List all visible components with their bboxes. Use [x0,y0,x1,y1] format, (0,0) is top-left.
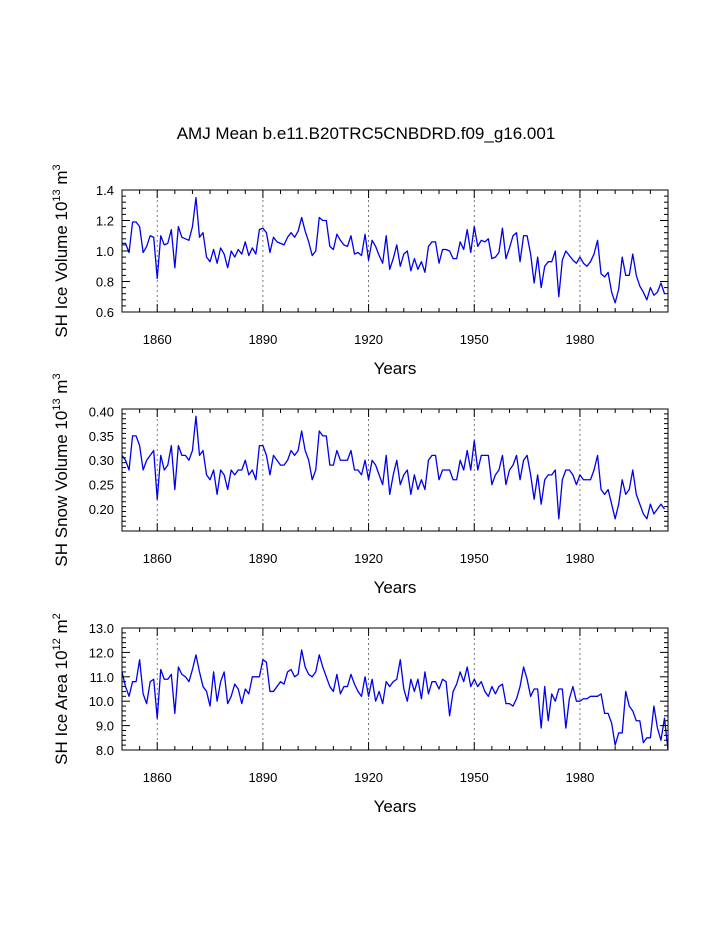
x-tick-label: 1890 [248,770,277,785]
x-tick-label: 1950 [460,551,489,566]
x-axis-label: Years [374,797,417,816]
y-axis-label-base: 10 [52,411,71,430]
y-axis-label-base: 10 [52,650,71,669]
x-tick-label: 1920 [354,551,383,566]
x-tick-label: 1860 [143,551,172,566]
y-tick-label: 13.0 [89,621,114,636]
y-axis-label-name: SH Ice Volume [52,221,71,338]
x-axis-label: Years [374,578,417,597]
figure-title: AMJ Mean b.e11.B20TRC5CNBDRD.f09_g16.001 [177,124,556,143]
series-line [122,196,666,304]
x-tick-label: 1950 [460,332,489,347]
y-tick-label: 10.0 [89,694,114,709]
y-axis-label-unit-exp: 3 [51,164,63,170]
y-axis-label-unit-exp: 3 [51,373,63,379]
y-tick-label: 0.6 [96,305,114,320]
y-axis-label-base: 10 [52,202,71,221]
x-tick-label: 1980 [565,332,594,347]
panel-3: 1860 1890 1920 1950 1980 8.0 9.0 10.0 11.0 12.0 13… [51,613,669,816]
y-tick-label: 1.2 [96,214,114,229]
y-tick-label: 0.25 [89,478,114,493]
x-tick-label: 1890 [248,551,277,566]
y-tick-label: 8.0 [96,743,114,758]
y-axis-label-exp: 13 [51,189,63,201]
x-tick-label: 1920 [354,332,383,347]
plot-frame [121,627,669,751]
y-tick-label: 12.0 [89,645,114,660]
panel-2: 1860 1890 1920 1950 1980 0.20 0.25 0.30 0.35 0.40… [51,373,669,597]
y-axis-label-name: SH Ice Area [52,669,71,764]
panels-group: 1860 1890 1920 1950 1980 0.6 0.8 1.0 1.2 1.4 Years… [51,164,669,816]
y-axis-label: SH Snow Volume 1013 m3 [51,373,71,566]
y-axis-label-exp: 13 [51,398,63,410]
y-axis-label: SH Ice Volume 1013 m3 [51,164,71,337]
y-tick-label: 1.4 [96,183,114,198]
y-tick-label: 0.40 [89,404,114,419]
x-tick-label: 1890 [248,332,277,347]
series-line [121,415,666,520]
x-tick-label: 1920 [354,770,383,785]
y-tick-label: 11.0 [90,670,114,685]
y-tick-label: 0.8 [96,275,114,290]
x-axis-label: Years [374,359,417,378]
y-tick-label: 0.20 [89,502,114,517]
y-tick-label: 0.35 [89,429,114,444]
y-axis-label-name: SH Snow Volume [52,430,71,567]
y-axis-label-unit-exp: 2 [51,613,63,619]
y-axis-label-exp: 12 [51,638,63,650]
plot-frame [121,408,669,532]
x-tick-label: 1950 [460,770,489,785]
y-axis-label: SH Ice Area 1012 m2 [51,613,71,765]
y-tick-label: 1.0 [96,244,114,259]
panel-1: 1860 1890 1920 1950 1980 0.6 0.8 1.0 1.2 1.4 Years… [51,164,669,378]
y-tick-label: 9.0 [96,719,114,734]
y-tick-label: 0.30 [89,453,114,468]
y-axis-label-unit: m [52,170,71,189]
y-axis-label-unit: m [52,619,71,638]
x-tick-label: 1980 [565,770,594,785]
series-line [121,649,669,751]
x-tick-label: 1860 [143,770,172,785]
x-tick-label: 1860 [143,332,172,347]
y-axis-label-unit: m [52,380,71,399]
x-tick-label: 1980 [565,551,594,566]
